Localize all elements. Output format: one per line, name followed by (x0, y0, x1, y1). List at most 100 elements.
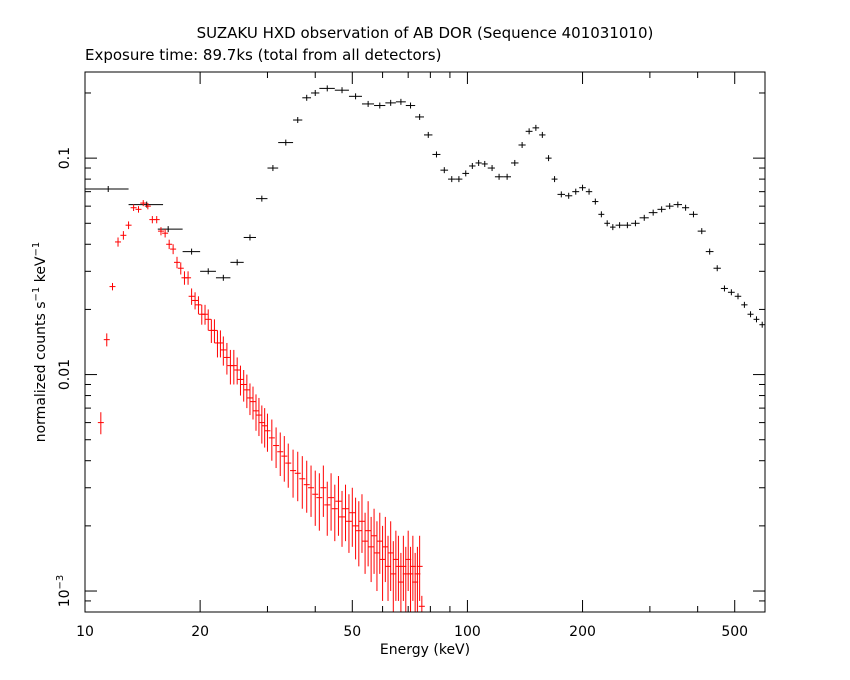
data-point (390, 541, 397, 612)
data-point (120, 231, 127, 240)
data-point (525, 128, 533, 135)
data-point (237, 365, 244, 396)
data-point (720, 285, 728, 292)
data-point (579, 184, 586, 191)
data-point (376, 512, 383, 574)
data-point (173, 256, 180, 269)
data-point (455, 176, 463, 183)
data-point (202, 304, 209, 325)
data-point (448, 176, 456, 183)
data-point (255, 397, 262, 437)
data-point (395, 98, 406, 105)
data-point (331, 484, 338, 542)
data-point (727, 289, 735, 296)
data-point (264, 413, 271, 452)
data-point (319, 85, 335, 92)
data-point (303, 460, 310, 513)
data-point (759, 321, 765, 328)
data-point (405, 102, 416, 109)
data-point (334, 87, 349, 94)
data-point (689, 211, 698, 218)
data-point (551, 176, 558, 183)
data-point (103, 333, 110, 347)
data-point (510, 159, 519, 166)
data-point (258, 405, 265, 444)
data-point (532, 124, 540, 131)
series-red (97, 200, 425, 612)
data-point (697, 228, 706, 235)
axis-ticks (84, 72, 766, 613)
data-point (115, 237, 122, 247)
x-tick-label: 50 (343, 624, 361, 640)
data-point (125, 221, 132, 230)
data-point (195, 296, 202, 315)
data-point (85, 186, 129, 193)
data-point (328, 473, 335, 531)
x-tick-label: 500 (721, 624, 748, 640)
data-point (278, 139, 294, 146)
data-point (362, 512, 369, 574)
data-point (657, 206, 666, 213)
data-point (185, 271, 192, 285)
data-point (432, 151, 441, 158)
data-point (604, 220, 611, 227)
data-point (268, 419, 275, 461)
data-point (681, 204, 690, 211)
data-point (598, 211, 605, 218)
plot-series (85, 85, 765, 612)
data-point (302, 94, 312, 101)
data-point (355, 501, 362, 567)
data-point (109, 282, 116, 291)
data-point (610, 224, 616, 231)
data-point (230, 259, 244, 266)
series-black (85, 85, 765, 328)
data-point (462, 170, 470, 177)
data-point (215, 274, 231, 281)
plot-frame (84, 71, 766, 613)
data-point (208, 319, 215, 343)
tick-labels: 10 20 50 100 200 500 10−3 0.01 0.1 (55, 147, 748, 640)
data-point (246, 383, 253, 416)
data-point (130, 204, 137, 211)
data-point (385, 535, 392, 601)
data-point (373, 521, 380, 592)
data-point (170, 244, 177, 255)
data-point (440, 167, 449, 174)
data-point (311, 89, 320, 96)
y-axis-label-sup1: −1 (31, 287, 42, 302)
data-point (135, 206, 142, 213)
y-axis-label: normalized counts s−1 keV−1 (31, 242, 49, 443)
data-point (234, 357, 241, 385)
data-point (140, 200, 147, 207)
data-point (294, 451, 301, 502)
y-tick-label: 0.1 (57, 147, 73, 169)
data-point (339, 490, 346, 547)
y-tick-label: 10−3 (55, 575, 73, 608)
data-point (243, 234, 257, 241)
data-point (365, 501, 372, 567)
data-point (418, 595, 425, 612)
data-point (223, 342, 230, 375)
data-point (494, 173, 504, 180)
data-point (277, 432, 284, 476)
data-point (290, 449, 297, 498)
data-point (352, 497, 359, 560)
data-point (585, 188, 593, 195)
y-axis-label-main: normalized counts s (33, 301, 49, 442)
data-point (424, 131, 433, 138)
data-point (747, 311, 754, 318)
data-point (368, 516, 375, 583)
data-point (615, 222, 624, 229)
data-point (205, 309, 212, 331)
data-point (753, 316, 760, 323)
data-point (734, 293, 742, 300)
data-point (487, 165, 495, 172)
data-point (243, 374, 250, 409)
x-tick-label: 100 (454, 624, 481, 640)
data-point (324, 481, 331, 536)
data-point (97, 412, 104, 435)
data-point (157, 227, 164, 236)
data-point (166, 239, 173, 250)
data-point (348, 93, 362, 100)
y-axis-label-sup2: −1 (31, 242, 42, 257)
